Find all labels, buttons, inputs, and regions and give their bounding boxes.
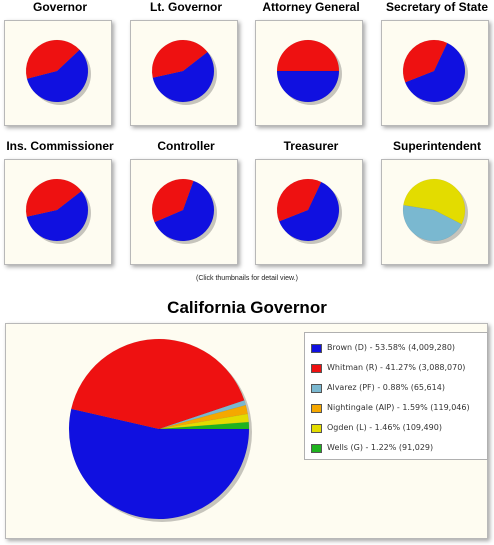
main-pie-slice-2: [158, 400, 247, 430]
legend-swatch: [311, 344, 322, 353]
thumbnail-pie-slice-1: [276, 39, 340, 72]
thumbnail-pie-box[interactable]: [130, 159, 238, 265]
thumbnail-pie-box[interactable]: [4, 20, 112, 126]
thumbnail-pie-box[interactable]: [381, 159, 489, 265]
main-pie-slice-1: [70, 338, 245, 430]
legend: Brown (D) - 53.58% (4,009,280) Whitman (R…: [304, 332, 488, 460]
chart-title: California Governor: [167, 298, 327, 317]
legend-label: Ogden (L) - 1.46% (109,490): [327, 423, 442, 432]
thumbnail-title: Lt. Governor: [149, 0, 222, 14]
thumbnail-title: Treasurer: [283, 139, 339, 153]
thumbnail-pie-slice-0: [154, 180, 215, 242]
legend-swatch: [311, 424, 322, 433]
thumbnail-title: Superintendent: [392, 139, 481, 153]
legend-swatch: [311, 384, 322, 393]
main-pie-slice-5: [158, 421, 250, 430]
thumbnail-title: Governor: [32, 0, 87, 14]
thumbnail-pie-box[interactable]: [381, 20, 489, 126]
thumbnail-pie-box[interactable]: [255, 20, 363, 126]
thumbnail-pie-slice-0: [276, 70, 340, 103]
thumbnail-pie-slice-1: [403, 178, 466, 225]
thumbnail-pie-box[interactable]: [130, 20, 238, 126]
thumbnail-pie-slice-1: [151, 178, 194, 223]
thumbnail-pie-slice-1: [25, 178, 82, 218]
legend-label: Whitman (R) - 41.27% (3,088,070): [327, 363, 466, 372]
thumbnail-pie-slice-0: [402, 204, 462, 242]
legend-label: Wells (G) - 1.22% (91,029): [327, 443, 434, 452]
thumbnail-title: Controller: [157, 139, 215, 153]
thumbnail-pie-slice-0: [152, 51, 215, 103]
thumbnail-pie-slice-1: [151, 39, 208, 79]
thumbnail-title: Attorney General: [262, 0, 360, 14]
legend-swatch: [311, 444, 322, 453]
main-pie-slice-3: [158, 404, 249, 430]
thumbnail-pie-slice-1: [25, 39, 80, 80]
thumbnail-pie-slice-0: [26, 190, 89, 242]
main-chart-panel: Brown (D) - 53.58% (4,009,280) Whitman (R…: [5, 323, 488, 539]
thumbnail-title: Ins. Commissioner: [6, 139, 114, 153]
thumbnail-pie-box[interactable]: [4, 159, 112, 265]
thumbnail-pie-slice-0: [404, 42, 466, 103]
click-hint: (Click thumbnails for detail view.): [196, 275, 298, 282]
thumbnail-pie-slice-0: [26, 49, 89, 103]
thumbnail-pie-slice-1: [276, 178, 322, 222]
thumbnail-title: Secretary of State: [385, 0, 489, 14]
legend-swatch: [311, 404, 322, 413]
legend-label: Nightingale (AIP) - 1.59% (119,046): [327, 403, 470, 412]
legend-label: Alvarez (PF) - 0.88% (65,614): [327, 383, 445, 392]
main-pie-slice-0: [68, 408, 250, 520]
thumbnail-pie-slice-1: [402, 39, 448, 83]
main-pie-slice-4: [158, 413, 250, 430]
thumbnail-pie-slice-0: [278, 181, 340, 242]
thumbnail-pie-box[interactable]: [255, 159, 363, 265]
main-pie-chart: [68, 338, 252, 522]
legend-swatch: [311, 364, 322, 373]
legend-label: Brown (D) - 53.58% (4,009,280): [327, 343, 456, 352]
